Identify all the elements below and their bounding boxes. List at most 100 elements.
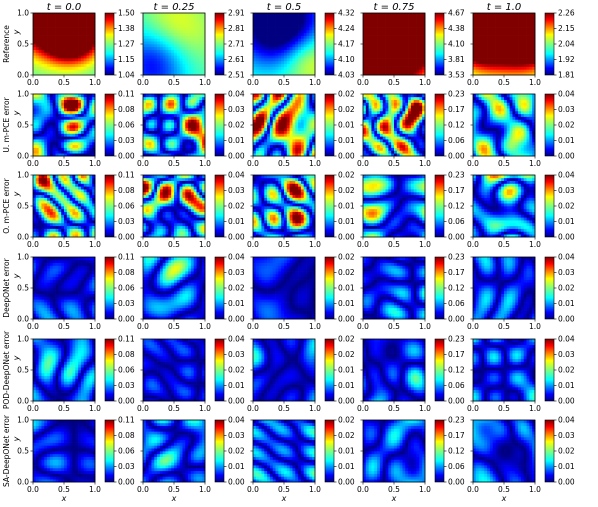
heatmap-cell — [515, 27, 519, 31]
heatmap-cell — [52, 69, 56, 73]
heatmap-cell — [261, 63, 265, 67]
heatmap-cell — [33, 110, 37, 115]
heatmap-cell — [69, 38, 73, 42]
heatmap-cell — [498, 15, 502, 19]
heatmap-cell — [190, 122, 195, 126]
heatmap-cell — [38, 52, 42, 56]
heatmap-cell — [171, 94, 175, 98]
heatmap-cell — [190, 116, 195, 120]
heatmap-cell — [396, 150, 400, 154]
heatmap-cell — [377, 147, 381, 151]
heatmap-cell — [188, 44, 192, 48]
heatmap-cell — [159, 102, 164, 106]
heatmap-cell — [176, 119, 180, 123]
heatmap-cell — [47, 127, 51, 131]
heatmap-cell — [162, 69, 166, 73]
heatmap-cell — [44, 63, 48, 67]
heatmap-cell — [365, 122, 369, 126]
heatmap-cell — [86, 35, 90, 39]
heatmap-cell — [309, 32, 313, 36]
heatmap-cell — [312, 29, 316, 34]
heatmap-cell — [264, 102, 268, 106]
heatmap-cell — [365, 46, 369, 50]
heatmap-cell — [157, 113, 161, 117]
heatmap-cell — [272, 27, 276, 31]
heatmap-cell — [185, 55, 189, 59]
heatmap-cell — [286, 150, 290, 154]
heatmap-cell — [416, 122, 420, 126]
heatmap-cell — [473, 150, 477, 154]
heatmap-cell — [151, 58, 155, 62]
colorbar-tick-label: 0.06 — [118, 121, 135, 130]
heatmap-cell — [55, 72, 59, 76]
heatmap-cell — [286, 44, 290, 48]
heatmap-cell — [473, 58, 477, 62]
heatmap-cell — [182, 147, 186, 151]
heatmap-cell — [374, 153, 378, 157]
heatmap-cell — [504, 125, 508, 129]
heatmap-cell — [506, 55, 510, 59]
heatmap-cell — [61, 58, 65, 62]
heatmap-cell — [83, 24, 87, 28]
heatmap-cell — [495, 63, 499, 67]
heatmap-cell — [416, 52, 420, 56]
heatmap-cell — [159, 21, 164, 25]
heatmap-cell — [371, 94, 375, 98]
heatmap-cell — [523, 96, 527, 100]
heatmap-cell — [410, 63, 415, 67]
heatmap-cell — [49, 24, 54, 28]
heatmap-cell — [363, 21, 367, 25]
heatmap-cell — [47, 72, 51, 76]
heatmap-cell — [171, 144, 175, 148]
heatmap-cell — [154, 94, 158, 98]
heatmap-cell — [410, 13, 415, 17]
heatmap-cell — [523, 24, 527, 28]
heatmap-cell — [35, 49, 39, 53]
heatmap-cell — [300, 141, 305, 146]
heatmap-cell — [255, 44, 259, 48]
heatmap-cell — [185, 94, 189, 98]
heatmap-cell — [199, 21, 203, 25]
heatmap-cell — [47, 116, 51, 120]
heatmap-cell — [399, 130, 403, 134]
heatmap-cell — [61, 144, 65, 148]
heatmap-cell — [475, 32, 479, 36]
heatmap-cell — [179, 147, 183, 151]
colorbar-tick-label: 0.23 — [448, 90, 465, 99]
heatmap-cell — [303, 69, 307, 73]
heatmap-cell — [504, 35, 508, 39]
heatmap-cell — [92, 13, 96, 17]
heatmap-cell — [416, 94, 420, 98]
heatmap-cell — [199, 72, 203, 76]
heatmap-cell — [202, 32, 206, 36]
heatmap-cell — [377, 133, 381, 137]
heatmap-cell — [495, 44, 499, 48]
heatmap-cell — [523, 94, 527, 98]
heatmap-cell — [487, 15, 491, 19]
heatmap-cell — [475, 139, 479, 143]
heatmap-cell — [312, 130, 316, 134]
heatmap-cell — [289, 110, 293, 115]
heatmap-cell — [419, 150, 423, 154]
heatmap-cell — [78, 116, 82, 120]
heatmap-cell — [179, 46, 183, 50]
heatmap-cell — [52, 55, 56, 59]
heatmap-cell — [278, 105, 282, 109]
heatmap-cell — [526, 46, 530, 50]
heatmap-cell — [143, 150, 147, 154]
heatmap-cell — [501, 69, 505, 73]
heatmap-cell — [312, 122, 316, 126]
heatmap-cell — [174, 72, 178, 76]
heatmap-cell — [518, 113, 522, 117]
heatmap-cell — [303, 141, 307, 146]
heatmap-cell — [489, 29, 494, 34]
heatmap-cell — [478, 58, 482, 62]
heatmap-cell — [419, 66, 423, 70]
heatmap-cell — [506, 58, 510, 62]
heatmap-cell — [394, 46, 398, 50]
heatmap-cell — [419, 38, 423, 42]
heatmap-cell — [284, 139, 288, 143]
heatmap-cell — [80, 49, 85, 53]
heatmap-cell — [176, 139, 180, 143]
heatmap-cell — [377, 144, 381, 148]
